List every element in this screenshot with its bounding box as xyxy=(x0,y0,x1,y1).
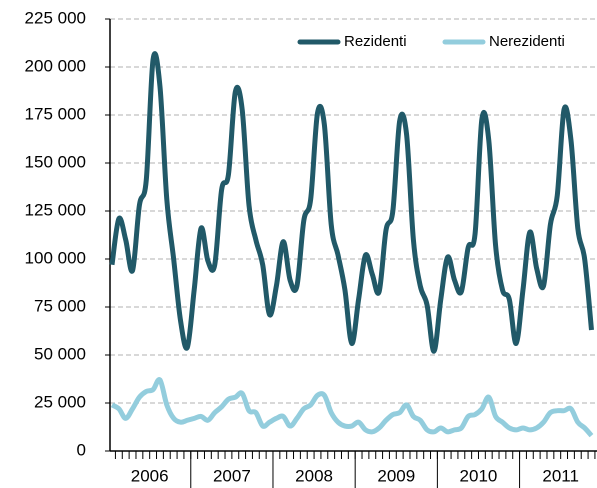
y-tick-label: 125 000 xyxy=(25,200,86,219)
y-tick-label: 25 000 xyxy=(34,392,86,411)
x-tick-label: 2010 xyxy=(460,466,498,485)
series-line xyxy=(110,377,594,438)
legend-label: Rezidenti xyxy=(344,33,407,50)
x-tick-label: 2006 xyxy=(131,466,169,485)
y-tick-label: 75 000 xyxy=(34,296,86,315)
x-tick-label: 2009 xyxy=(377,466,415,485)
x-tick-label: 2011 xyxy=(542,466,579,485)
y-tick-label: 175 000 xyxy=(25,104,86,123)
y-tick-label: 100 000 xyxy=(25,248,86,267)
legend-label: Nerezidenti xyxy=(489,33,565,50)
y-tick-label: 225 000 xyxy=(25,8,86,27)
y-tick-label: 200 000 xyxy=(25,56,86,75)
y-tick-label: 150 000 xyxy=(25,152,86,171)
y-tick-label: 50 000 xyxy=(34,344,86,363)
y-tick-label: 0 xyxy=(77,440,86,459)
series-line xyxy=(109,51,594,354)
x-tick-label: 2008 xyxy=(295,466,333,485)
x-tick-label: 2007 xyxy=(213,466,251,485)
